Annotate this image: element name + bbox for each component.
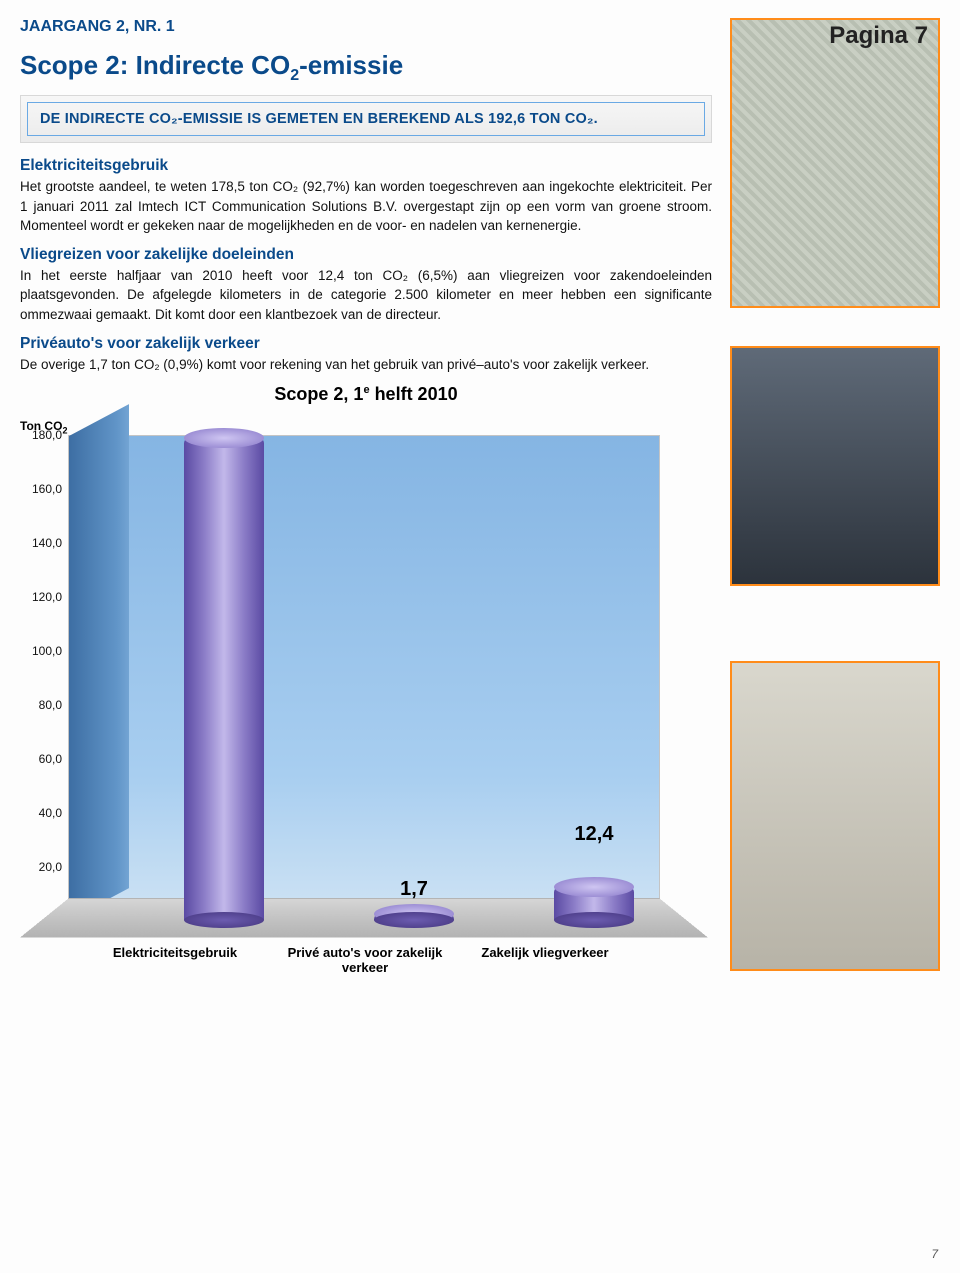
x-axis-label: Elektriciteitsgebruik bbox=[90, 945, 260, 960]
title-post: -emissie bbox=[299, 50, 403, 80]
page-label: Pagina 7 bbox=[829, 22, 928, 50]
chart-area: Ton CO2 180,0160,0140,0120,0100,080,060,… bbox=[20, 411, 660, 971]
section-body-priveauto: De overige 1,7 ton CO₂ (0,9%) komt voor … bbox=[20, 355, 712, 375]
ytick: 180,0 bbox=[26, 428, 62, 442]
ytick: 160,0 bbox=[26, 482, 62, 496]
plot-back-wall: 178,5 1,7 12,4 bbox=[68, 435, 660, 921]
ytick: 100,0 bbox=[26, 644, 62, 658]
chart-title-post: helft 2010 bbox=[370, 384, 458, 404]
callout-text: DE INDIRECTE CO₂-EMISSIE IS GEMETEN EN B… bbox=[27, 102, 705, 136]
issue-line: JAARGANG 2, NR. 1 bbox=[20, 18, 712, 36]
bar-value-label: 12,4 bbox=[575, 823, 614, 846]
callout-box: DE INDIRECTE CO₂-EMISSIE IS GEMETEN EN B… bbox=[20, 95, 712, 143]
section-heading-elektriciteit: Elektriciteitsgebruik bbox=[20, 157, 712, 175]
bar-cylinder bbox=[554, 887, 634, 920]
footer-page-number: 7 bbox=[931, 1247, 938, 1261]
ylabel-sub: 2 bbox=[62, 426, 67, 436]
bar-cylinder bbox=[374, 914, 454, 920]
bar-slot: 1,7 bbox=[329, 914, 499, 920]
bar-cylinder bbox=[184, 438, 264, 920]
bar-slot: 178,5 bbox=[139, 438, 309, 920]
ytick: 120,0 bbox=[26, 590, 62, 604]
chart-title: Scope 2, 1e helft 2010 bbox=[20, 384, 712, 405]
bar-top-ellipse bbox=[554, 877, 634, 897]
plot-inner: 178,5 1,7 12,4 bbox=[129, 436, 647, 920]
section-heading-priveauto: Privéauto's voor zakelijk verkeer bbox=[20, 335, 712, 353]
side-image-driver bbox=[730, 346, 940, 586]
bar-value-label: 1,7 bbox=[400, 878, 428, 901]
bar-slot: 12,4 bbox=[509, 887, 679, 920]
ytick: 20,0 bbox=[26, 860, 62, 874]
side-image-traveller bbox=[730, 661, 940, 971]
title-pre: Scope 2: Indirecte CO bbox=[20, 50, 290, 80]
ytick: 140,0 bbox=[26, 536, 62, 550]
section-body-elektriciteit: Het grootste aandeel, te weten 178,5 ton… bbox=[20, 177, 712, 236]
title-sub: 2 bbox=[290, 67, 299, 84]
bar-body bbox=[184, 438, 264, 920]
chart-title-pre: Scope 2, 1 bbox=[274, 384, 363, 404]
ytick: 60,0 bbox=[26, 752, 62, 766]
x-axis-label: Zakelijk vliegverkeer bbox=[460, 945, 630, 960]
ytick: 40,0 bbox=[26, 806, 62, 820]
side-image-pylon bbox=[730, 18, 940, 308]
section-heading-vliegreizen: Vliegreizen voor zakelijke doeleinden bbox=[20, 246, 712, 264]
ytick: 80,0 bbox=[26, 698, 62, 712]
plot-left-wall bbox=[69, 404, 129, 920]
x-axis-label: Privé auto's voor zakelijk verkeer bbox=[280, 945, 450, 975]
section-body-vliegreizen: In het eerste halfjaar van 2010 heeft vo… bbox=[20, 266, 712, 325]
page-title: Scope 2: Indirecte CO2-emissie bbox=[20, 50, 712, 85]
